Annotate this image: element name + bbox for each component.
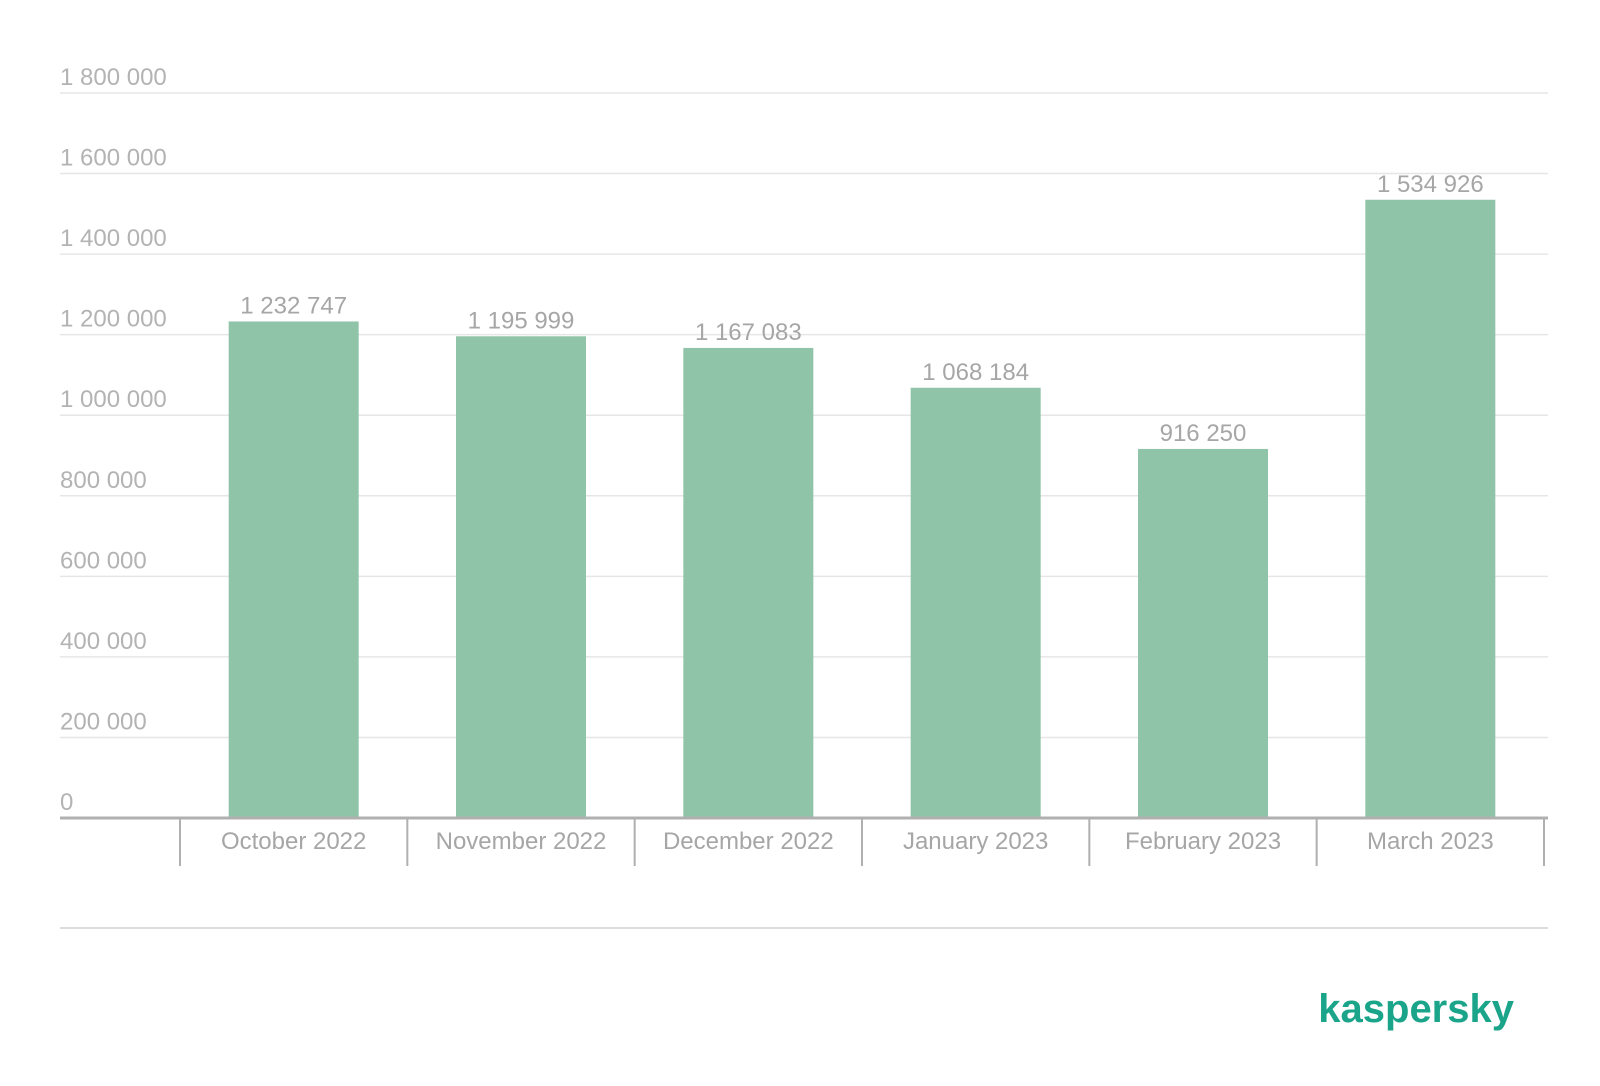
y-tick-label: 800 000: [60, 467, 147, 494]
bar-value-label: 1 068 184: [922, 359, 1029, 386]
x-tick-label: October 2022: [221, 828, 366, 855]
bar: [1365, 199, 1496, 818]
x-tick-label: January 2023: [903, 828, 1048, 855]
bar-value-label: 1 232 747: [240, 292, 347, 319]
bar: [683, 347, 814, 818]
y-tick-label: 0: [60, 789, 73, 816]
bar-value-label: 1 167 083: [695, 319, 802, 346]
kaspersky-logo: kaspersky: [1318, 987, 1514, 1031]
x-axis: [60, 816, 1548, 866]
bar-value-label: 1 195 999: [468, 307, 575, 334]
y-tick-label: 1 200 000: [60, 306, 167, 333]
y-tick-label: 1 800 000: [60, 64, 167, 91]
bars: [228, 199, 1496, 818]
bar-value-label: 1 534 926: [1377, 171, 1484, 198]
y-tick-label: 1 000 000: [60, 386, 167, 413]
y-tick-label: 600 000: [60, 547, 147, 574]
bar: [1138, 448, 1268, 818]
x-axis-category-labels: October 2022 November 2022 December 2022 Ja…: [221, 828, 1494, 855]
x-tick-label: December 2022: [663, 828, 834, 855]
x-tick-label: March 2023: [1367, 828, 1494, 855]
x-tick-label: February 2023: [1125, 828, 1281, 855]
y-axis-tick-labels: 0 200 000 400 000 600 000 800 000 1 000 000 1 …: [60, 64, 167, 816]
bar: [228, 321, 359, 818]
x-tick-label: November 2022: [436, 828, 607, 855]
bar-value-labels: 1 232 747 1 195 999 1 167 083 1 068 184 916 …: [240, 171, 1483, 447]
bar: [910, 387, 1041, 818]
bar: [456, 336, 586, 818]
y-tick-label: 400 000: [60, 628, 147, 655]
y-tick-label: 200 000: [60, 708, 147, 735]
y-tick-label: 1 400 000: [60, 225, 167, 252]
bar-value-label: 916 250: [1160, 420, 1247, 447]
y-tick-label: 1 600 000: [60, 145, 167, 172]
